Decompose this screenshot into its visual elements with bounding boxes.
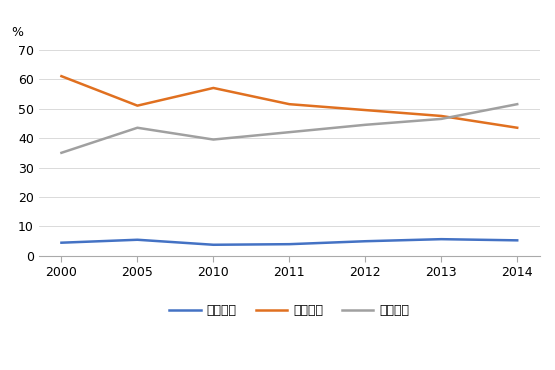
第一产业 bbox=[58, 240, 65, 245]
第一产业 bbox=[438, 237, 445, 241]
Text: %: % bbox=[11, 26, 23, 39]
第三产业 bbox=[438, 117, 445, 121]
Line: 第三产业: 第三产业 bbox=[62, 104, 517, 153]
第二产业 bbox=[134, 104, 141, 108]
第三产业 bbox=[210, 137, 216, 142]
第三产业 bbox=[286, 130, 292, 134]
第二产业 bbox=[362, 108, 369, 112]
第三产业 bbox=[362, 122, 369, 127]
第二产业 bbox=[514, 125, 521, 130]
Legend: 第一产业, 第二产业, 第三产业: 第一产业, 第二产业, 第三产业 bbox=[164, 299, 415, 322]
第三产业 bbox=[134, 125, 141, 130]
第一产业 bbox=[210, 243, 216, 247]
Line: 第一产业: 第一产业 bbox=[62, 239, 517, 245]
第三产业 bbox=[58, 151, 65, 155]
第二产业 bbox=[58, 74, 65, 78]
第二产业 bbox=[438, 114, 445, 118]
Line: 第二产业: 第二产业 bbox=[62, 76, 517, 128]
第一产业 bbox=[514, 238, 521, 243]
第一产业 bbox=[362, 239, 369, 243]
第三产业 bbox=[514, 102, 521, 107]
第二产业 bbox=[286, 102, 292, 107]
第二产业 bbox=[210, 86, 216, 90]
第一产业 bbox=[286, 242, 292, 246]
第一产业 bbox=[134, 238, 141, 242]
